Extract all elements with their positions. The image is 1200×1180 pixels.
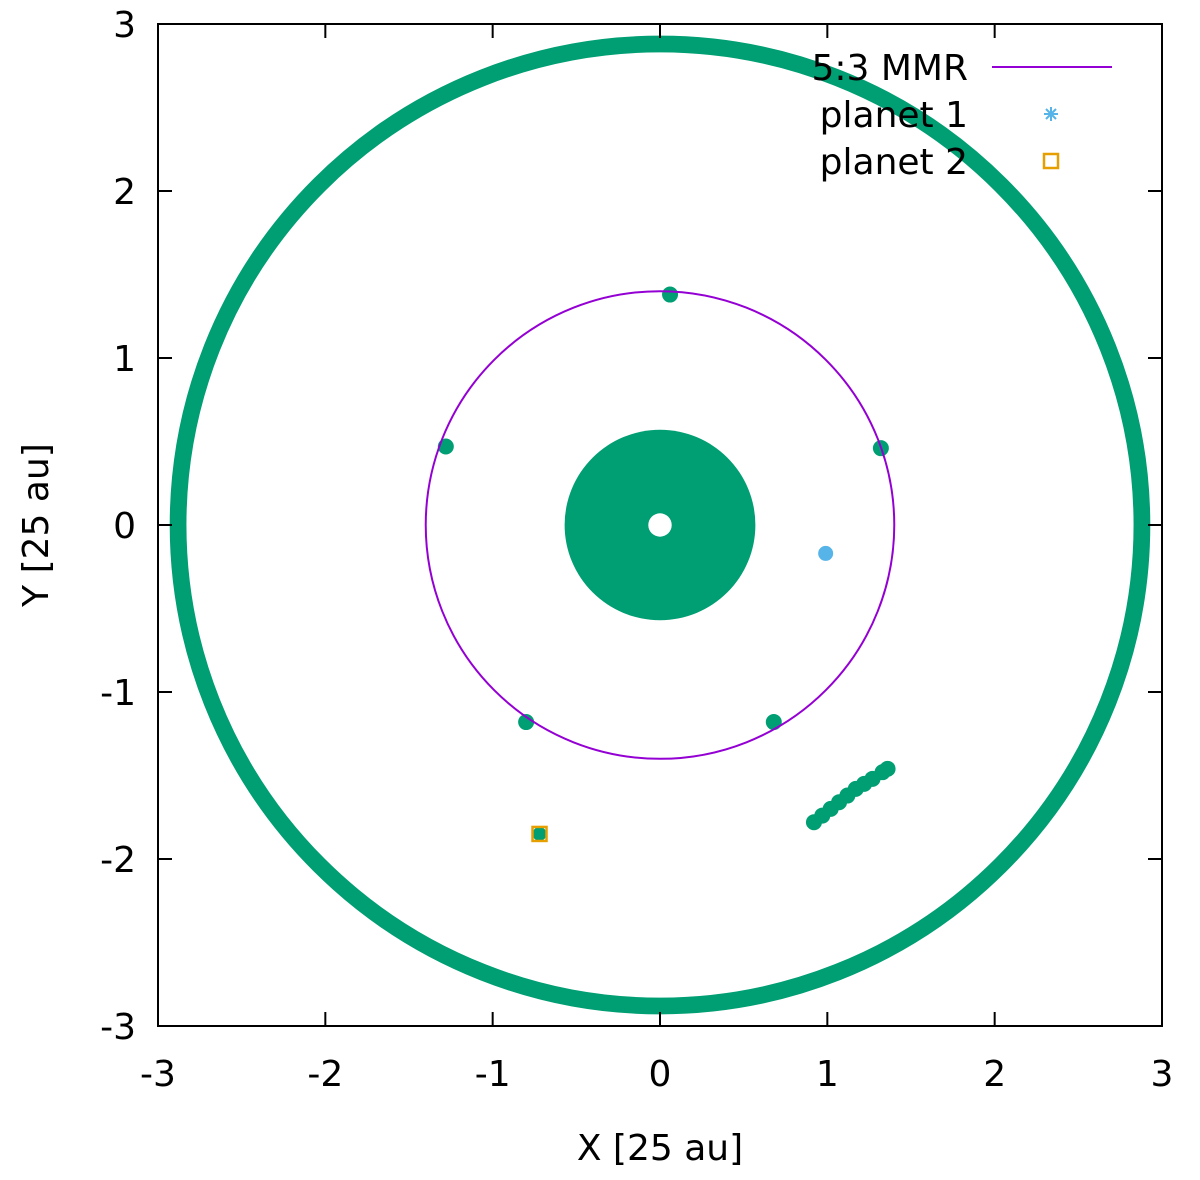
- y-axis-label: Y [25 au]: [16, 443, 57, 608]
- disk-particles: [169, 35, 1151, 1015]
- legend-label: planet 2: [820, 142, 968, 183]
- y-tick-label: 1: [113, 339, 136, 380]
- x-tick-label: -3: [140, 1054, 176, 1095]
- legend-label: planet 1: [820, 95, 968, 136]
- x-axis-label: X [25 au]: [577, 1128, 743, 1169]
- y-tick-label: -1: [100, 673, 136, 714]
- inner-disk-hole: [648, 513, 672, 537]
- y-tick-label: -3: [100, 1007, 136, 1048]
- outer-ring: [169, 35, 1151, 1015]
- planet-1-asterisk-stroke: [819, 547, 832, 560]
- mmr-circle: [424, 290, 896, 760]
- legend-label: 5:3 MMR: [811, 48, 968, 89]
- legend-symbol-asterisk: [1045, 108, 1057, 120]
- x-tick-label: 1: [816, 1054, 839, 1095]
- y-tick-label: -2: [100, 840, 136, 881]
- stream-particle: [879, 760, 896, 777]
- ticks: -3 -2 -1 0 1 2 3 -3 -2 -1 0 1 2 3: [100, 5, 1173, 1095]
- resonant-clump: [518, 714, 535, 731]
- x-tick-label: -1: [475, 1054, 511, 1095]
- x-tick-label: -2: [307, 1054, 343, 1095]
- y-tick-label: 0: [113, 506, 136, 547]
- x-tick-label: 0: [649, 1054, 672, 1095]
- x-tick-label: 3: [1151, 1054, 1174, 1095]
- x-tick-label: 2: [983, 1054, 1006, 1095]
- y-tick-label: 2: [113, 172, 136, 213]
- planet-2-marker: [531, 825, 548, 843]
- resonant-clump: [765, 714, 782, 731]
- resonant-clump: [662, 286, 679, 303]
- series-layer: [424, 290, 896, 843]
- legend-symbol-square: [1042, 152, 1060, 170]
- y-tick-label: 3: [113, 5, 136, 46]
- planet-2-particles: [532, 826, 547, 841]
- legend: 5:3 MMR planet 1 planet 2: [811, 48, 1112, 183]
